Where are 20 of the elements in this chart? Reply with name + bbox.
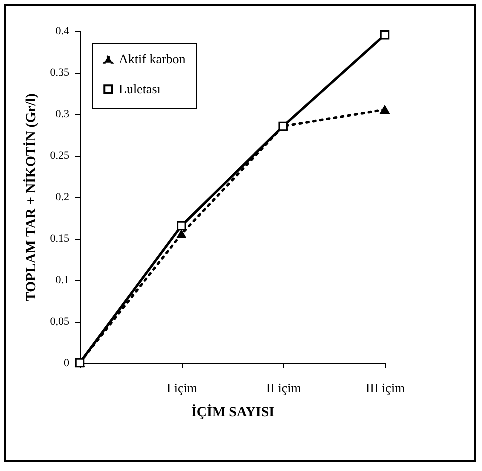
point — [380, 30, 390, 40]
y-tick-label: 0,05 — [50, 316, 70, 328]
y-tick-label: 0.1 — [56, 274, 70, 286]
point — [177, 221, 186, 231]
y-tick-label: 0.4 — [56, 26, 70, 38]
point — [177, 230, 186, 238]
x-axis-title: İÇİM SAYISI — [191, 404, 275, 420]
legend-label: Luletası — [119, 82, 162, 96]
x-tick-label: II içim — [266, 380, 302, 396]
y-axis-title: TOPLAM TAR + NİKOTİN (Gr/l) — [23, 93, 40, 302]
x-tick-label: III içim — [366, 380, 406, 396]
y-tick-label: 0.3 — [56, 108, 70, 120]
x-tick-label: I içim — [166, 380, 198, 396]
y-tick-label: 0.2 — [56, 192, 70, 204]
legend-label: Aktif karbon — [119, 52, 186, 66]
y-tick-label: 0 — [64, 358, 70, 370]
y-tick-label: 0.15 — [50, 233, 70, 245]
y-tick-label: 0.35 — [50, 67, 70, 79]
y-tick-label: 0.25 — [50, 150, 70, 162]
point — [380, 106, 390, 114]
